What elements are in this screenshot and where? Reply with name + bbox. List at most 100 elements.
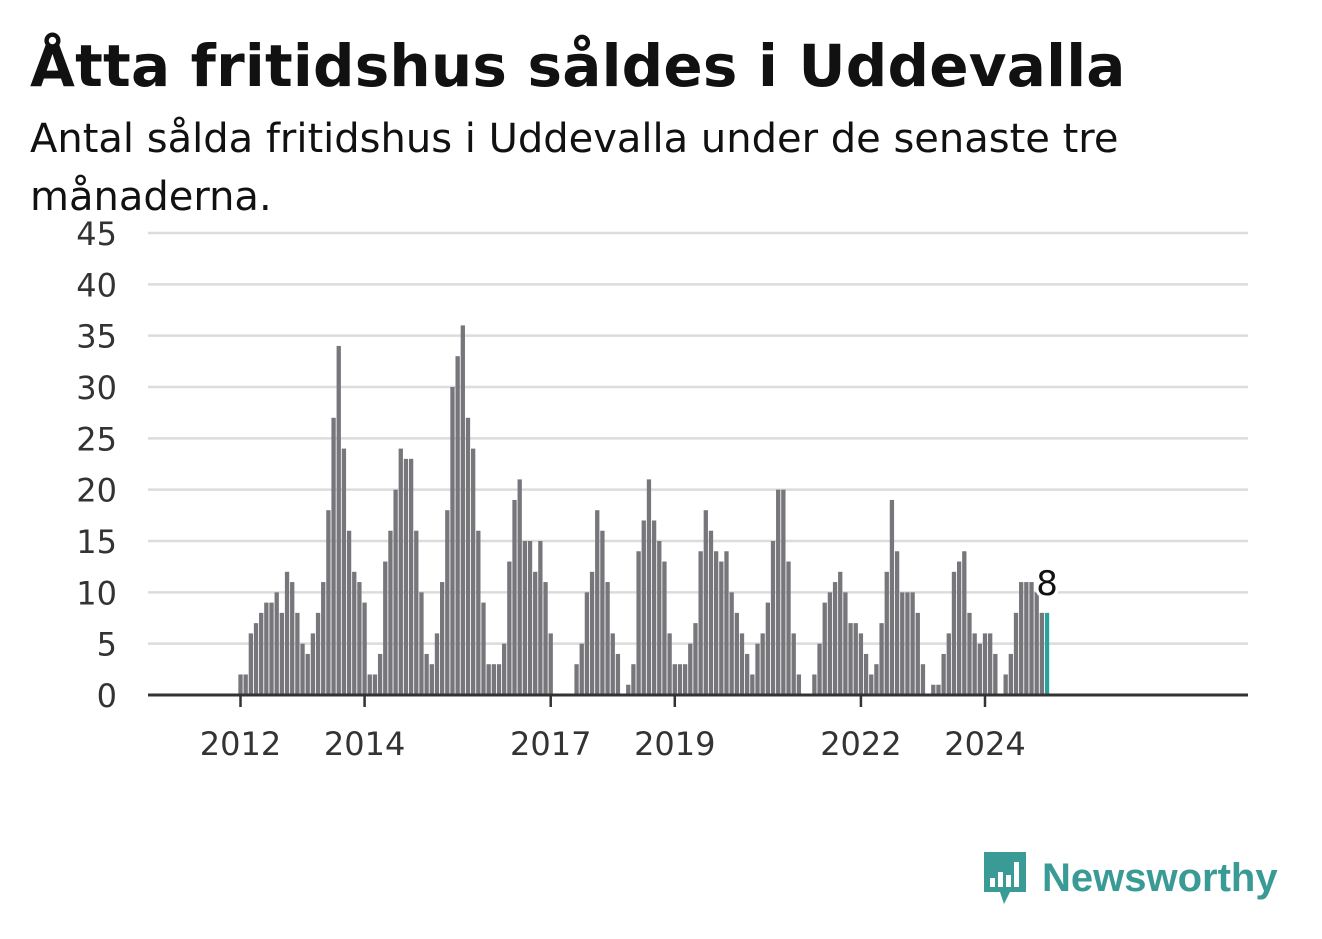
bar — [988, 633, 993, 695]
bar — [414, 530, 419, 695]
bar — [734, 612, 739, 695]
bar — [936, 684, 941, 695]
y-axis-labels: 0 5 10 15 20 25 30 35 40 45 — [76, 215, 117, 715]
bar — [641, 520, 646, 695]
bar — [791, 633, 796, 695]
bar — [336, 345, 341, 695]
bar — [290, 582, 295, 695]
bar — [377, 653, 383, 695]
bar — [900, 592, 905, 695]
bar — [1039, 612, 1045, 695]
bar — [331, 417, 336, 695]
bar — [300, 643, 305, 695]
bar — [434, 633, 440, 695]
bar — [874, 664, 879, 695]
bar — [362, 602, 367, 695]
bar — [460, 325, 465, 695]
bar — [321, 582, 326, 695]
bar — [920, 664, 926, 695]
bar — [615, 653, 621, 695]
bar — [838, 571, 843, 695]
bar — [651, 520, 657, 695]
gridlines — [148, 231, 1248, 645]
bar — [445, 510, 450, 695]
x-tick-label: 2024 — [944, 725, 1025, 763]
bar — [646, 479, 652, 695]
bar — [915, 612, 920, 695]
bar — [693, 623, 698, 695]
x-tick-label: 2019 — [634, 725, 715, 763]
bar — [274, 592, 279, 695]
bar — [662, 561, 667, 695]
bar — [424, 653, 429, 695]
bar — [533, 571, 538, 695]
bar — [863, 653, 869, 695]
bar — [1003, 674, 1008, 695]
bar — [295, 612, 300, 695]
bar — [636, 551, 641, 695]
bar — [853, 623, 858, 695]
bar — [677, 664, 683, 695]
y-tick-label: 35 — [76, 318, 117, 356]
bar — [310, 633, 316, 695]
bar — [517, 479, 522, 695]
bar — [367, 674, 372, 695]
bar — [305, 653, 310, 695]
bar — [739, 633, 745, 695]
bar — [419, 592, 424, 695]
bar — [512, 499, 517, 695]
bar — [626, 684, 631, 695]
y-tick-label: 15 — [76, 523, 117, 561]
bar — [765, 602, 770, 695]
bar — [284, 571, 290, 695]
bar — [383, 561, 388, 695]
bar — [776, 489, 781, 695]
bar — [398, 448, 403, 695]
y-tick-label: 25 — [76, 420, 117, 458]
bar — [264, 602, 269, 695]
bar — [724, 551, 729, 695]
x-tick-label: 2022 — [820, 725, 901, 763]
bar — [719, 561, 724, 695]
annotations: 8 — [1033, 561, 1061, 607]
bar — [341, 448, 347, 695]
bar — [1008, 653, 1013, 695]
bar — [610, 633, 615, 695]
chart-title: Åtta fritidshus såldes i Uddevalla — [30, 32, 1126, 100]
bar — [496, 664, 502, 695]
bar — [879, 623, 884, 695]
bar — [259, 612, 264, 695]
y-tick-label: 40 — [76, 266, 117, 304]
x-tick-label: 2017 — [510, 725, 591, 763]
bar — [507, 561, 512, 695]
bar — [465, 417, 471, 695]
bar — [589, 571, 595, 695]
bar — [682, 664, 688, 695]
bar — [941, 653, 946, 695]
bar — [894, 551, 900, 695]
bar — [843, 592, 848, 695]
bar — [253, 623, 259, 695]
bar — [388, 530, 393, 695]
y-tick-label: 5 — [97, 626, 117, 664]
brand-name: Newsworthy — [1042, 855, 1278, 900]
y-tick-label: 30 — [76, 369, 117, 407]
bar — [951, 571, 957, 695]
bar — [455, 356, 460, 695]
bar — [393, 489, 398, 695]
bar — [502, 643, 507, 695]
bar — [832, 582, 838, 695]
bar — [527, 541, 533, 695]
bar — [946, 633, 951, 695]
bar — [869, 674, 874, 695]
bar — [745, 653, 750, 695]
bar — [667, 633, 672, 695]
bar — [346, 530, 352, 695]
bar — [708, 530, 714, 695]
bar — [471, 448, 476, 695]
bar — [977, 643, 982, 695]
bar — [729, 592, 734, 695]
bar — [352, 571, 357, 695]
y-tick-label: 45 — [76, 215, 117, 253]
